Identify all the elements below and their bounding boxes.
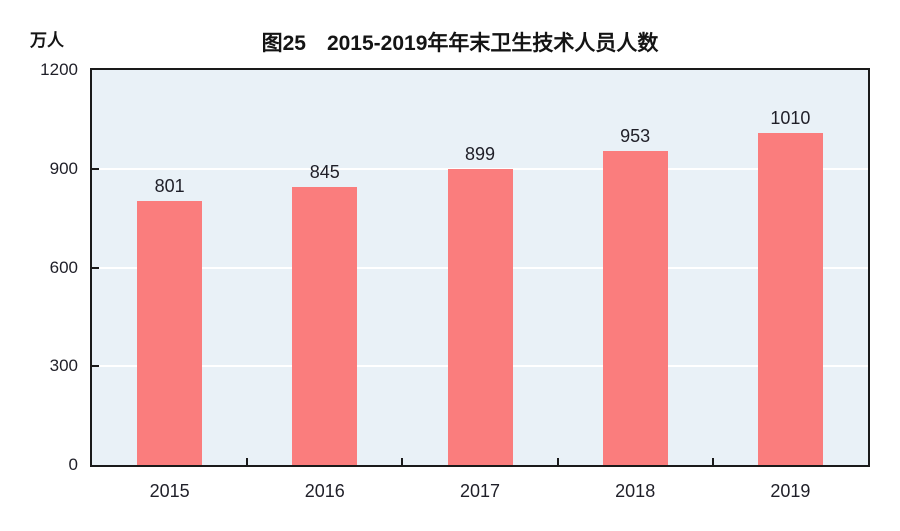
- bar-2018: [602, 151, 668, 465]
- y-axis-label-600: 600: [49, 257, 78, 277]
- y-axis-label-900: 900: [49, 158, 78, 178]
- x-axis-label-2018: 2018: [615, 481, 656, 501]
- bar-value-label-2019: 1010: [770, 107, 811, 128]
- x-tick-mark-2: [401, 458, 404, 465]
- bar-2016: [292, 186, 358, 465]
- bar-value-label-2017: 899: [464, 144, 496, 165]
- plot-area: 801 845 899 953 1010: [90, 68, 870, 467]
- gridline-900: [92, 167, 868, 170]
- y-axis-label-0: 0: [68, 455, 78, 474]
- x-axis-label-2019: 2019: [770, 481, 811, 501]
- x-tick-mark-4: [711, 458, 714, 465]
- x-axis-label-2016: 2016: [304, 481, 345, 501]
- y-tick-mark-900: [92, 167, 99, 170]
- bar-value-label-2018: 953: [620, 126, 651, 147]
- bar-2015: [137, 201, 203, 465]
- bar-2019: [757, 132, 823, 465]
- bar-value-label-2016: 845: [309, 161, 340, 182]
- x-tick-mark-3: [556, 458, 559, 465]
- x-axis-label-2017: 2017: [459, 481, 501, 501]
- x-tick-mark-1: [246, 458, 249, 465]
- y-tick-mark-600: [92, 266, 99, 269]
- y-axis-label-300: 300: [49, 356, 78, 376]
- x-axis-label-2015: 2015: [149, 481, 190, 501]
- y-axis-unit-label: 万人: [30, 31, 64, 50]
- bar-value-label-2015: 801: [154, 176, 185, 197]
- bar-2017: [447, 169, 513, 465]
- y-tick-mark-300: [92, 365, 99, 368]
- chart-title: 图25 2015-2019年年末卫生技术人员人数: [261, 32, 659, 55]
- y-axis-label-1200: 1200: [40, 60, 78, 79]
